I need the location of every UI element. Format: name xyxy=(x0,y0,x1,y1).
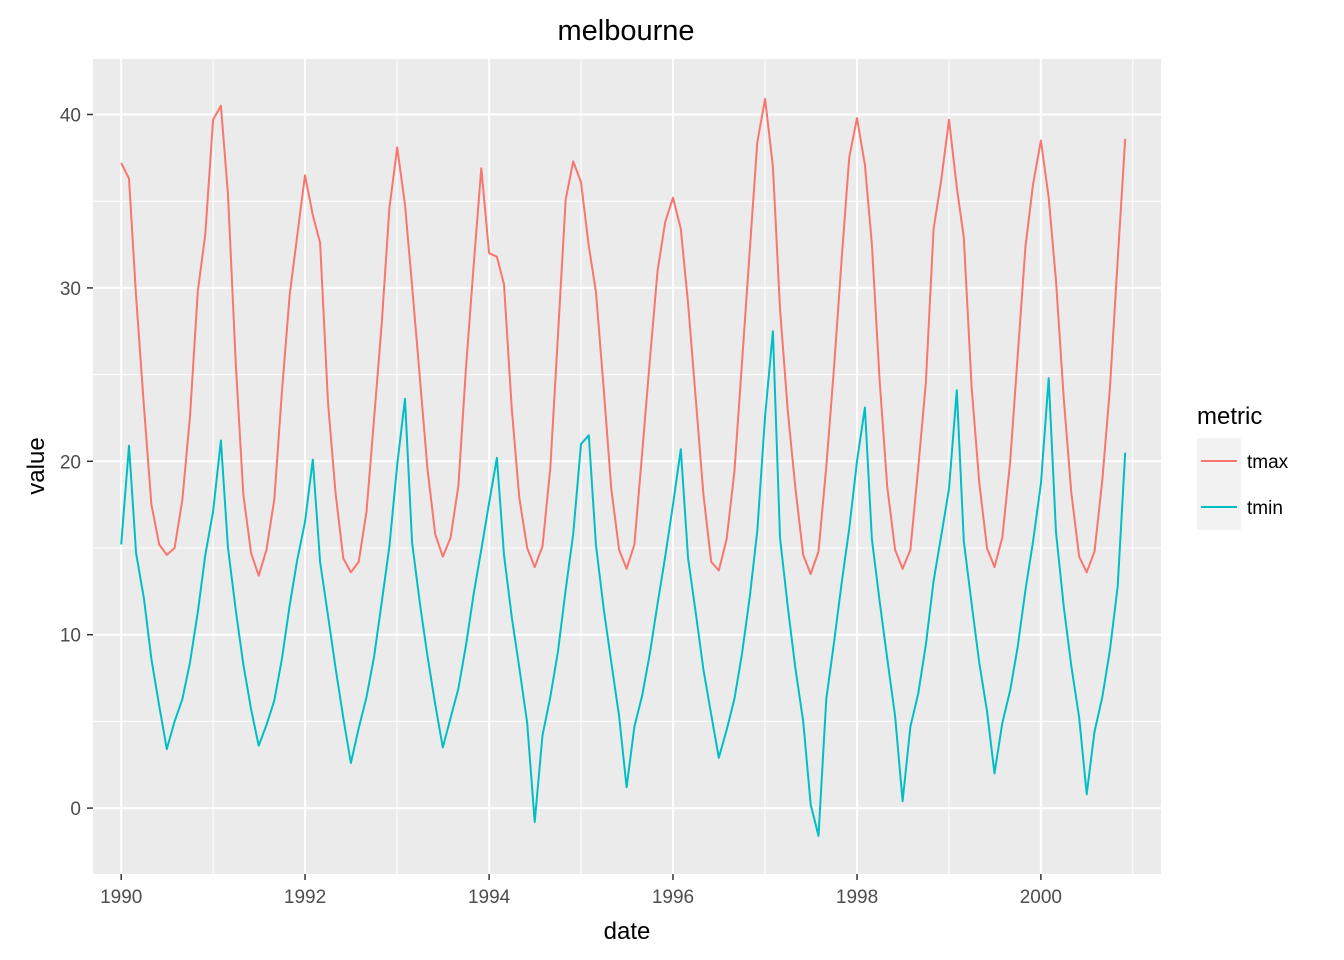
ticks-layer: 1990 1992 1994 1996 1998 2000 0 10 20 30 40 xyxy=(60,105,1062,908)
series-layer xyxy=(120,97,1127,837)
x-tick-label: 1996 xyxy=(652,887,694,908)
x-axis-label: date xyxy=(604,918,651,945)
legend: metric tmax tmin xyxy=(1197,403,1289,530)
y-tick-label: 30 xyxy=(60,279,81,300)
legend-label: tmin xyxy=(1247,498,1283,519)
y-tick-label: 40 xyxy=(60,105,81,126)
legend-label: tmax xyxy=(1247,452,1289,473)
chart-title: melbourne xyxy=(557,15,694,47)
x-tick-label: 2000 xyxy=(1020,887,1062,908)
y-axis-label: value xyxy=(23,437,50,494)
y-tick-label: 20 xyxy=(60,452,81,473)
x-tick-label: 1992 xyxy=(284,887,326,908)
plot-panel xyxy=(93,59,1161,874)
legend-entries: tmax tmin xyxy=(1197,438,1289,530)
y-tick-label: 0 xyxy=(70,799,81,820)
x-tick-label: 1994 xyxy=(468,887,511,908)
x-tick-label: 1990 xyxy=(100,887,142,908)
grid-layer xyxy=(93,59,1161,874)
series-line-tmax xyxy=(120,97,1127,577)
series-line-tmin xyxy=(120,330,1127,837)
x-tick-label: 1998 xyxy=(836,887,878,908)
y-tick-label: 10 xyxy=(60,626,81,647)
legend-title: metric xyxy=(1197,403,1262,430)
